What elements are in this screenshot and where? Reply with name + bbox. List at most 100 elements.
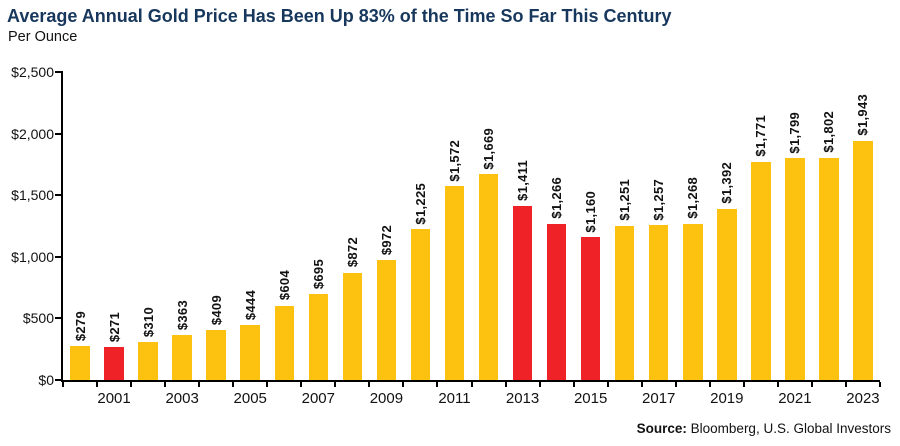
bar-2020 <box>751 161 771 380</box>
x-axis-tick <box>96 382 99 387</box>
bar-2004 <box>206 329 226 380</box>
bar-2022 <box>819 157 839 380</box>
x-axis-year-label: 2011 <box>438 390 471 407</box>
bar-2001 <box>104 346 124 380</box>
x-axis-year-label: 2007 <box>301 390 335 407</box>
x-axis-tick <box>300 382 303 387</box>
bar-2016 <box>614 225 635 380</box>
x-axis-tick <box>164 382 167 387</box>
x-axis-tick <box>198 382 201 387</box>
bar-2000 <box>70 345 90 380</box>
bar-2009 <box>376 260 397 380</box>
bar-value-label: $1,266 <box>548 177 564 220</box>
x-axis-year-label: 2021 <box>778 390 812 407</box>
x-axis-tick <box>640 382 643 387</box>
bar-2015 <box>580 237 601 380</box>
x-axis-tick <box>776 382 779 387</box>
bar-value-label: $1,160 <box>582 190 598 233</box>
bar-2005 <box>240 325 260 380</box>
bar-value-label: $1,251 <box>617 179 633 221</box>
x-axis-year-label: 2005 <box>233 390 267 407</box>
x-axis-year-label: 2003 <box>165 390 199 407</box>
bar-value-label: $1,411 <box>514 160 530 202</box>
bar-2011 <box>444 186 465 380</box>
bar-value-label: $1,943 <box>855 94 871 136</box>
y-axis-tick-label: $1,000 <box>11 248 54 265</box>
y-axis-tick <box>55 255 61 258</box>
x-axis-tick <box>504 382 507 387</box>
x-axis-year-label: 2015 <box>573 390 608 407</box>
bar-2010 <box>410 229 431 380</box>
bar-value-label: $279 <box>72 310 88 341</box>
x-axis-tick <box>436 382 439 387</box>
x-axis-tick <box>334 382 337 387</box>
bar-2017 <box>648 225 669 380</box>
y-axis-tick <box>55 194 61 197</box>
y-axis-tick-label: $2,500 <box>11 64 54 80</box>
x-axis-tick <box>742 382 745 387</box>
source-label: Source: <box>636 421 687 436</box>
bar-2014 <box>546 224 567 380</box>
x-axis-tick <box>879 382 881 387</box>
x-axis-tick <box>674 382 677 387</box>
y-axis-tick-label: $2,000 <box>11 125 54 142</box>
x-axis-year-label: 2013 <box>505 390 540 407</box>
bar-value-label: $1,669 <box>480 127 496 170</box>
x-axis-year-label: 2019 <box>710 390 744 407</box>
source-text: Bloomberg, U.S. Global Investors <box>686 421 891 436</box>
bar-value-label: $363 <box>174 300 190 331</box>
y-axis-tick <box>55 71 61 73</box>
y-axis-tick <box>55 379 61 381</box>
y-axis-tick <box>55 132 61 135</box>
bar-value-label: $1,268 <box>685 177 701 219</box>
bar-value-label: $310 <box>140 306 156 337</box>
bar-2023 <box>853 140 873 380</box>
chart-subtitle: Per Ounce <box>8 29 78 45</box>
bar-2021 <box>785 158 805 380</box>
y-axis-tick-label: $1,500 <box>11 187 54 204</box>
bar-2007 <box>308 294 329 380</box>
bar-value-label: $972 <box>378 225 394 256</box>
y-axis-tick-label: $500 <box>22 310 54 327</box>
x-axis-tick <box>232 382 235 387</box>
bar-value-label: $1,802 <box>821 111 837 153</box>
bar-value-label: $1,225 <box>412 182 428 225</box>
bar-value-label: $1,392 <box>719 161 735 204</box>
x-axis-year-label: 2017 <box>642 390 676 407</box>
y-axis-tick-label: $0 <box>38 372 54 388</box>
bar-2019 <box>717 208 737 380</box>
x-axis-tick <box>368 382 371 387</box>
x-axis-tick <box>402 382 405 387</box>
y-axis-line <box>61 71 63 382</box>
bar-value-label: $695 <box>310 259 326 290</box>
x-axis-tick <box>810 382 813 387</box>
bar-value-label: $1,771 <box>753 115 769 157</box>
bar-value-label: $271 <box>106 311 122 342</box>
x-axis-tick <box>266 382 269 387</box>
x-axis-year-label: 2023 <box>846 390 880 407</box>
bar-2008 <box>342 272 363 380</box>
chart-title: Average Annual Gold Price Has Been Up 83… <box>7 6 672 26</box>
x-axis-tick <box>844 382 847 387</box>
source-line: Source: Bloomberg, U.S. Global Investors <box>637 421 891 436</box>
bar-2006 <box>274 305 295 380</box>
bar-value-label: $872 <box>344 237 360 268</box>
bar-value-label: $604 <box>276 270 292 301</box>
bar-2018 <box>683 223 703 380</box>
bar-value-label: $1,572 <box>446 139 462 182</box>
x-axis-year-label: 2001 <box>97 390 131 407</box>
bar-2013 <box>512 206 533 380</box>
x-axis-tick <box>62 382 64 387</box>
x-axis-line <box>61 380 880 382</box>
x-axis-tick <box>470 382 473 387</box>
bar-2003 <box>172 335 192 380</box>
x-axis-tick <box>606 382 609 387</box>
bar-value-label: $444 <box>242 290 258 321</box>
x-axis-year-label: 2009 <box>369 390 404 407</box>
x-axis-tick <box>538 382 541 387</box>
bar-value-label: $1,799 <box>787 111 803 154</box>
y-axis-tick <box>55 317 61 320</box>
x-axis-tick <box>572 382 575 387</box>
